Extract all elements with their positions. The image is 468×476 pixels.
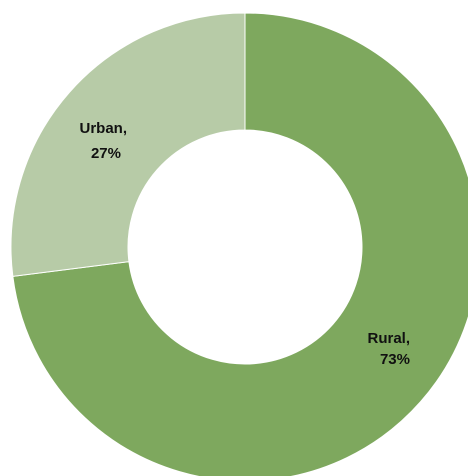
- slice-label-urban-value: 27%: [91, 145, 121, 162]
- slice-label-urban-name: Urban,: [79, 120, 127, 137]
- slice-label-rural-value: 73%: [380, 351, 410, 368]
- slice-urban: [10, 12, 246, 277]
- slice-label-rural-name: Rural,: [367, 330, 410, 347]
- donut-slices: [10, 12, 468, 476]
- slice-rural: [12, 12, 468, 476]
